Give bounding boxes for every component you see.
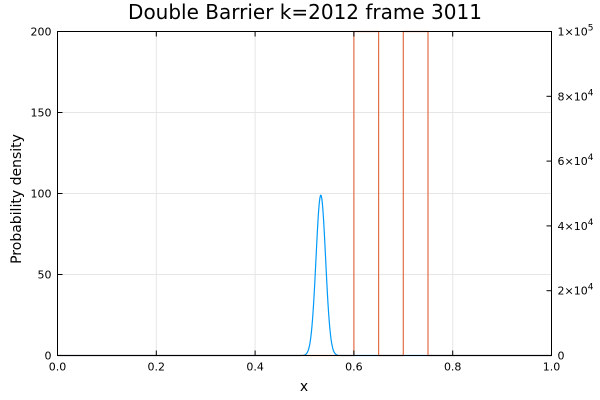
- y-tick-label: 50: [38, 269, 52, 282]
- x-axis-ticks: 0.0 0.2 0.4 0.6 0.8 1.0: [49, 31, 561, 374]
- x-axis-label: x: [300, 379, 308, 395]
- y2-tick-label: 4×104: [558, 218, 594, 233]
- x-tick-label: 1.0: [543, 361, 561, 374]
- y-tick-label: 0: [45, 350, 52, 363]
- y-tick-label: 200: [31, 26, 52, 39]
- probability-density-line: [57, 194, 552, 357]
- grid: [57, 31, 552, 356]
- y-axis-ticks: 0 50 100 150 200: [31, 26, 63, 363]
- y2-tick-label: 0: [558, 350, 565, 363]
- y2-tick-label: 1×105: [558, 24, 594, 39]
- y-tick-label: 150: [31, 107, 52, 120]
- y2-tick-label: 6×104: [558, 153, 594, 168]
- y-axis-label: Probability density: [9, 134, 25, 264]
- y2-axis-ticks: 0 2×104 4×104 6×104 8×104 1×105: [546, 24, 594, 363]
- x-tick-label: 0.4: [246, 361, 264, 374]
- y2-tick-label: 2×104: [558, 283, 594, 298]
- chart-title: Double Barrier k=2012 frame 3011: [128, 0, 482, 24]
- y2-tick-label: 8×104: [558, 88, 594, 103]
- x-tick-label: 0.2: [148, 361, 166, 374]
- x-tick-label: 0.8: [444, 361, 462, 374]
- x-tick-label: 0.6: [345, 361, 363, 374]
- y-tick-label: 100: [31, 188, 52, 201]
- x-tick-label: 0.0: [49, 361, 67, 374]
